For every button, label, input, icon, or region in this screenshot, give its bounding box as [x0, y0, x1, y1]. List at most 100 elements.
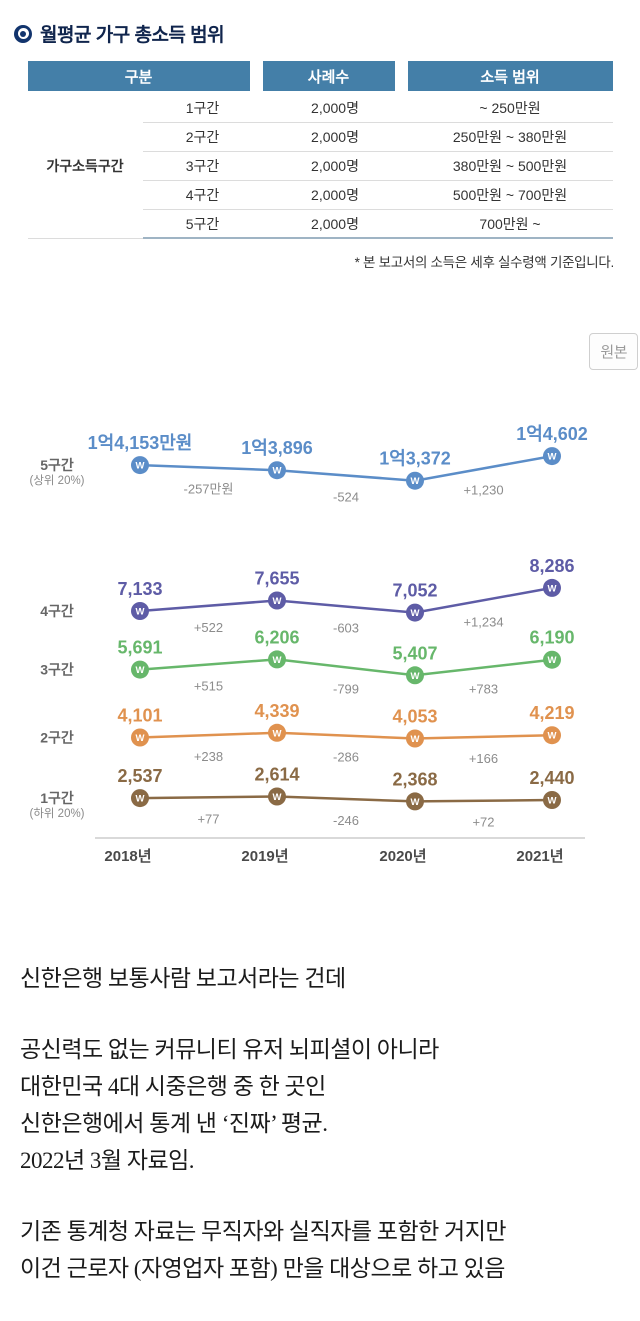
value-label: 1억4,153만원	[88, 433, 193, 453]
series-name-label: 3구간	[40, 662, 74, 678]
won-data-point-marker	[543, 447, 561, 466]
series-line	[139, 586, 553, 614]
won-glyph: W	[548, 731, 557, 742]
value-label: 4,101	[117, 706, 162, 726]
won-data-point-marker	[406, 471, 424, 490]
delta-label: -524	[333, 489, 359, 504]
won-data-point-marker	[131, 789, 149, 808]
won-glyph: W	[411, 797, 420, 808]
series-line	[139, 731, 553, 740]
delta-label: +1,234	[463, 614, 503, 629]
won-data-point-marker	[406, 792, 424, 811]
table-row: 2구간 2,000명 250만원 ~ 380만원	[28, 123, 613, 152]
won-data-point-marker	[406, 666, 424, 685]
won-data-point-marker	[543, 726, 561, 745]
won-glyph: W	[411, 476, 420, 487]
table-cell-cases: 2,000명	[262, 152, 408, 181]
value-label: 7,052	[392, 581, 437, 601]
value-label: 1억4,602	[516, 424, 588, 444]
table-cell-range: 250만원 ~ 380만원	[407, 123, 613, 152]
table-header-row: 구분 사례수 소득 범위	[27, 61, 613, 94]
table-header-range: 소득 범위	[407, 61, 613, 94]
paragraph: 공신력도 없는 커뮤니티 유저 뇌피셜이 아니라 대한민국 4대 시중은행 중 …	[20, 1031, 626, 1179]
text-line: 신한은행에서 통계 낸 ‘진짜’ 평균.	[20, 1111, 328, 1136]
table-cell-bracket: 2구간	[142, 123, 263, 152]
won-glyph: W	[548, 796, 557, 807]
table-row: 4구간 2,000명 500만원 ~ 700만원	[28, 181, 613, 210]
table-footnote: * 본 보고서의 소득은 세후 실수령액 기준입니다.	[354, 255, 615, 270]
value-label: 2,368	[392, 769, 437, 789]
original-button-row: 원본	[0, 333, 640, 370]
won-glyph: W	[136, 665, 145, 676]
value-label: 4,339	[254, 701, 299, 721]
table-cell-bracket: 4구간	[142, 181, 263, 210]
value-label: 4,053	[392, 707, 437, 727]
delta-label: -257만원	[184, 482, 234, 497]
table-cell-range: 500만원 ~ 700만원	[407, 181, 613, 210]
value-label: 1억3,896	[241, 438, 313, 458]
won-data-point-marker	[268, 787, 286, 806]
won-glyph: W	[136, 607, 145, 618]
delta-label: -246	[333, 813, 359, 828]
won-data-point-marker	[268, 461, 286, 480]
series-subname-label: (상위 20%)	[29, 474, 84, 487]
table-cell-cases: 2,000명	[262, 123, 408, 152]
x-axis-tick-label: 2021년	[516, 848, 563, 865]
series-subname-label: (하위 20%)	[29, 806, 84, 820]
table-cell-bracket: 5구간	[142, 210, 263, 239]
series-line	[139, 454, 553, 482]
won-data-point-marker	[131, 602, 149, 620]
won-glyph: W	[273, 728, 282, 739]
text-line: 2022년 3월 자료임.	[20, 1148, 195, 1173]
table-cell-cases: 2,000명	[262, 210, 408, 239]
series-name-label: 5구간	[40, 457, 74, 473]
value-label: 6,190	[529, 628, 574, 648]
original-button[interactable]: 원본	[589, 333, 638, 370]
won-data-point-marker	[543, 578, 561, 597]
value-label: 4,219	[529, 703, 574, 723]
won-glyph: W	[411, 608, 420, 619]
table-header-cases: 사례수	[262, 61, 408, 94]
delta-label: +72	[472, 815, 494, 830]
won-glyph: W	[411, 671, 420, 682]
won-glyph: W	[136, 733, 145, 744]
won-glyph: W	[136, 461, 145, 472]
table-cell-range: 380만원 ~ 500만원	[407, 152, 613, 181]
won-data-point-marker	[406, 603, 424, 622]
table-cell-cases: 2,000명	[262, 94, 408, 123]
won-glyph: W	[273, 596, 282, 607]
text-line: 이건 근로자 (자영업자 포함) 만을 대상으로 하고 있음	[20, 1256, 505, 1281]
target-bullet-icon	[14, 24, 32, 43]
table-cell-bracket: 3구간	[142, 152, 263, 181]
table-row: 가구소득구간 1구간 2,000명 ~ 250만원	[27, 94, 613, 239]
won-glyph: W	[273, 655, 282, 666]
series-name-label: 2구간	[40, 730, 74, 746]
won-glyph: W	[273, 466, 282, 477]
x-axis-tick-label: 2020년	[379, 848, 426, 865]
value-label: 1억3,372	[379, 449, 451, 469]
value-label: 7,655	[254, 569, 299, 589]
table-cell-cases: 2,000명	[262, 181, 408, 210]
won-glyph: W	[273, 792, 282, 803]
delta-label: +77	[197, 811, 219, 826]
won-data-point-marker	[131, 456, 149, 475]
delta-label: +166	[469, 751, 498, 766]
won-data-point-marker	[131, 728, 149, 747]
income-range-table: 구분 사례수 소득 범위 가구소득구간 1구간 2,000명 ~ 250만원 2…	[27, 61, 613, 239]
section-header: 월평균 가구 총소득 범위	[0, 0, 640, 47]
won-data-point-marker	[268, 650, 286, 669]
value-label: 5,691	[117, 638, 162, 658]
series-line	[139, 658, 553, 677]
delta-label: +522	[194, 620, 223, 635]
paragraph: 기존 통계청 자료는 무직자와 실직자를 포함한 거지만 이건 근로자 (자영업…	[20, 1213, 626, 1287]
won-data-point-marker	[406, 729, 424, 748]
won-glyph: W	[136, 794, 145, 805]
value-label: 2,537	[117, 766, 162, 786]
won-data-point-marker	[543, 650, 561, 669]
won-data-point-marker	[268, 591, 286, 610]
won-data-point-marker	[543, 791, 561, 809]
series-name-label: 1구간	[40, 790, 74, 806]
value-label: 5,407	[392, 643, 437, 663]
value-label: 7,133	[117, 579, 162, 599]
